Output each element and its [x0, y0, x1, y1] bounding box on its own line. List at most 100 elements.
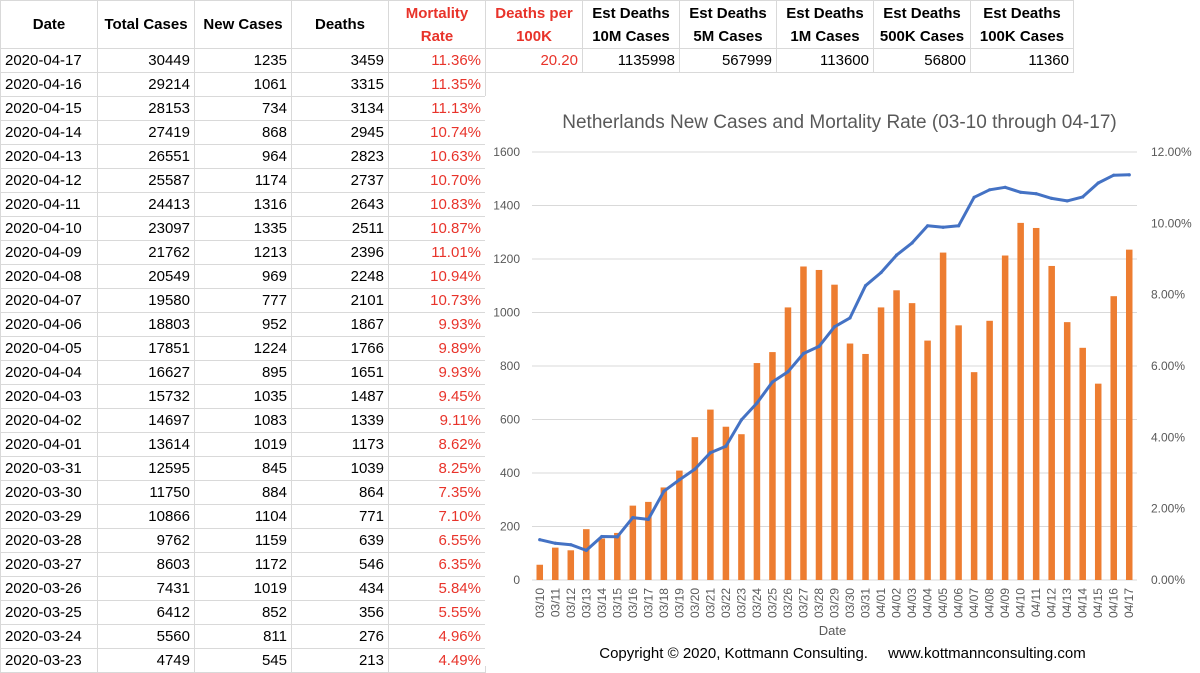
table-cell: 1135998: [582, 48, 680, 73]
table-cell: 30449: [97, 48, 195, 73]
table-cell: 434: [291, 576, 389, 601]
x-tick-label: 03/28: [812, 588, 826, 618]
column-header-text: Deaths per: [495, 4, 573, 22]
column-header-text: Mortality: [405, 4, 469, 22]
x-tick-label: 03/25: [765, 588, 779, 618]
bar: [939, 252, 947, 580]
y2-tick-label: 0.00%: [1151, 573, 1185, 587]
table-cell: 2020-04-08: [0, 264, 98, 289]
line-point: [693, 467, 697, 471]
line-point: [832, 325, 837, 329]
table-cell: 2020-03-26: [0, 576, 98, 601]
line-point: [1065, 199, 1069, 203]
column-header: Total Cases: [97, 0, 195, 49]
table-cell: 9.45%: [388, 384, 486, 409]
table-cell: 13614: [97, 432, 195, 457]
x-tick-label: 03/14: [595, 588, 609, 618]
table-cell: 2248: [291, 264, 389, 289]
table-cell: 2020-04-16: [0, 72, 98, 97]
x-tick-label: 04/03: [905, 588, 919, 618]
table-cell: 777: [194, 288, 292, 313]
x-tick-label: 03/22: [719, 588, 733, 618]
table-cell: 19580: [97, 288, 195, 313]
x-tick-label: 03/24: [750, 588, 764, 618]
table-cell: 2020-04-12: [0, 168, 98, 193]
table-cell: 11.36%: [388, 48, 486, 73]
y-tick-label: 800: [500, 359, 520, 373]
table-cell: 11.13%: [388, 96, 486, 121]
x-tick-label: 04/07: [967, 588, 981, 618]
line-point: [724, 444, 728, 448]
table-cell: 1083: [194, 408, 292, 433]
column-header-text: 100K: [516, 27, 552, 45]
y-tick-label: 200: [500, 520, 520, 534]
column-header-text: Est Deaths: [689, 4, 767, 22]
table-cell: 11750: [97, 480, 195, 505]
column-header: New Cases: [194, 0, 292, 49]
bar: [800, 266, 807, 580]
table-cell: 545: [194, 648, 292, 673]
table-row: 2020-03-25 6412 852 356 5.55%: [0, 600, 1074, 625]
x-axis-title: Date: [819, 623, 846, 638]
table-row: 2020-03-24 5560 811 276 4.96%: [0, 624, 1074, 649]
table-cell: 2643: [291, 192, 389, 217]
table-cell: 2020-03-29: [0, 504, 98, 529]
bar: [846, 343, 854, 580]
table-cell: 6.55%: [388, 528, 486, 553]
x-tick-label: 04/13: [1060, 588, 1074, 618]
bar: [1079, 347, 1086, 580]
table-cell: 2823: [291, 144, 389, 169]
table-cell: 2511: [291, 216, 389, 241]
line-point: [988, 188, 992, 192]
table-cell: 20.20: [485, 48, 583, 73]
line-point: [739, 418, 744, 422]
table-cell: 969: [194, 264, 292, 289]
x-tick-label: 04/15: [1091, 588, 1105, 618]
header-row: Date Total Cases New Cases Deaths Mortality R…: [0, 0, 1074, 49]
bar: [769, 352, 776, 580]
table-cell: 1867: [291, 312, 389, 337]
line-point: [631, 515, 635, 520]
table-cell: 7.10%: [388, 504, 486, 529]
table-cell: 6.35%: [388, 552, 486, 577]
bar: [1032, 227, 1040, 580]
table-cell: 1487: [291, 384, 389, 409]
y2-tick-label: 4.00%: [1151, 430, 1185, 444]
table-cell: 964: [194, 144, 292, 169]
table-cell: 2020-04-09: [0, 240, 98, 265]
bar: [1110, 296, 1117, 580]
table-cell: 276: [291, 624, 389, 649]
table-cell: 10866: [97, 504, 195, 529]
table-cell: 1019: [194, 576, 292, 601]
table-cell: 4.49%: [388, 648, 486, 673]
column-header-text: 5M Cases: [693, 27, 763, 45]
table-cell: 10.70%: [388, 168, 486, 193]
x-tick-label: 03/17: [641, 588, 655, 618]
table-cell: 12595: [97, 456, 195, 481]
table-row: 2020-04-16 29214 1061 3315 11.35%: [0, 72, 1074, 97]
bar: [831, 284, 838, 580]
column-header: Deaths: [291, 0, 389, 49]
x-tick-label: 04/10: [1014, 588, 1028, 618]
x-tick-label: 03/31: [859, 588, 873, 618]
table-cell: 895: [194, 360, 292, 385]
bar: [583, 529, 590, 580]
table-row: 2020-03-26 7431 1019 434 5.84%: [0, 576, 1074, 601]
column-header: Est Deaths 5M Cases: [679, 0, 777, 49]
table-cell: 1061: [194, 72, 292, 97]
table-row: 2020-04-17 30449 1235 3459 11.36% 20.20 113599…: [0, 48, 1074, 73]
table-cell: 10.63%: [388, 144, 486, 169]
table-row: 2020-03-29 10866 1104 771 7.10%: [0, 504, 1074, 529]
line-point: [1096, 181, 1100, 185]
line-point: [600, 534, 604, 539]
data-table: Date Total Cases New Cases Deaths Mortality R…: [0, 0, 1074, 673]
y-tick-label: 1600: [493, 145, 520, 159]
table-cell: 1039: [291, 456, 389, 481]
table-cell: 5.84%: [388, 576, 486, 601]
table-cell: 5560: [97, 624, 195, 649]
line-point: [910, 241, 914, 245]
line-point: [1081, 195, 1085, 199]
bar: [629, 505, 637, 580]
x-tick-label: 04/08: [983, 588, 997, 618]
line-point: [770, 380, 775, 384]
